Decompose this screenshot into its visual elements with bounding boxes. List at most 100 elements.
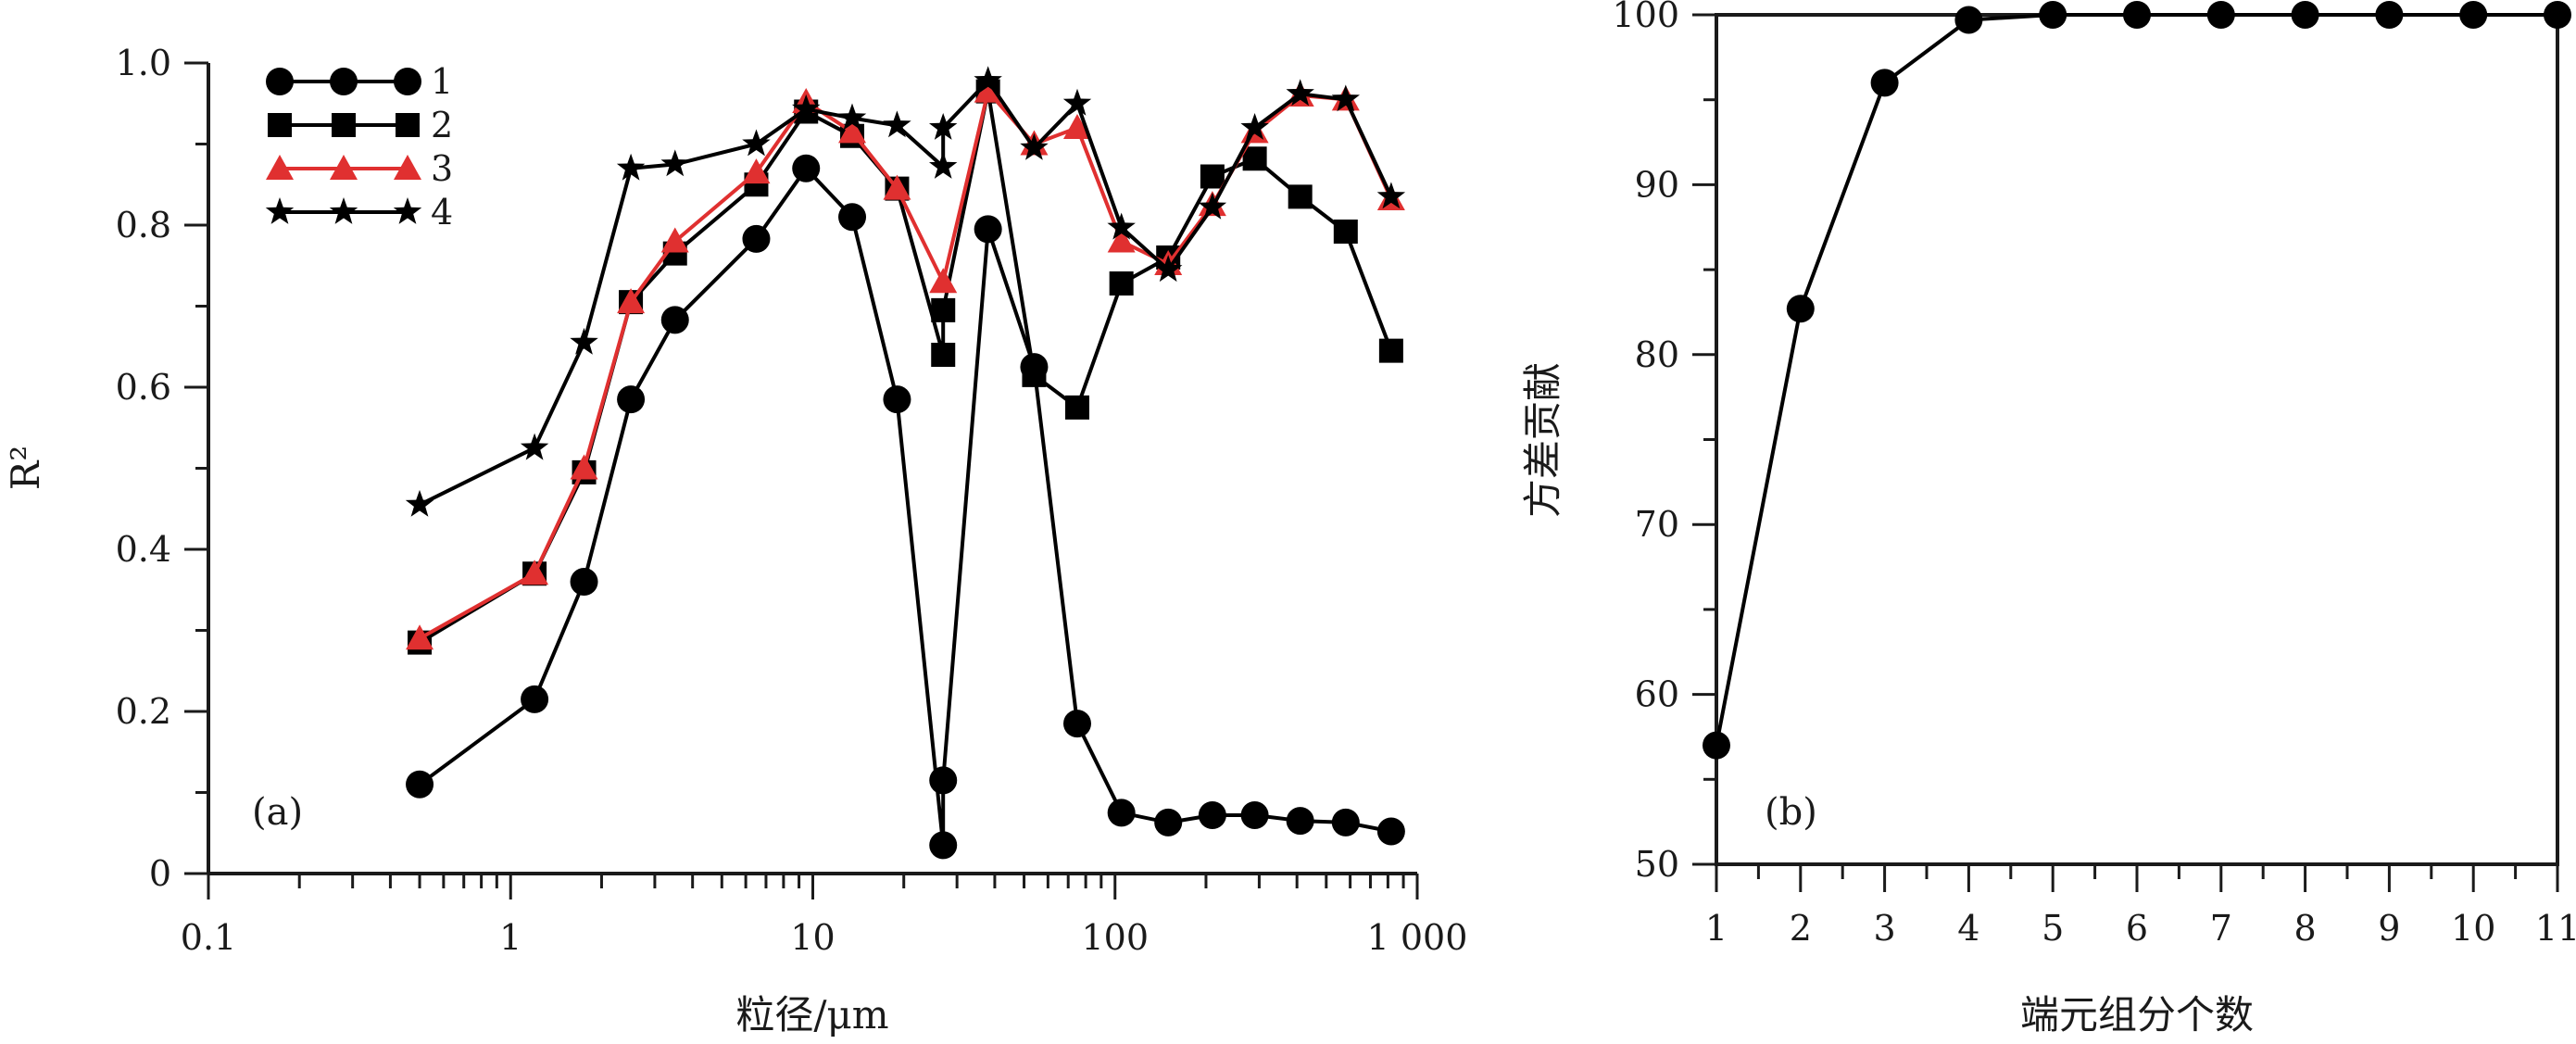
- x-tick-label: 8: [2294, 908, 2317, 949]
- x-tick-label: 11: [2535, 908, 2576, 949]
- series-2-point: [1242, 146, 1267, 171]
- legend-item-2: 2: [268, 105, 453, 145]
- series-4-point: [742, 129, 771, 157]
- series-3-point: [1107, 227, 1136, 253]
- series-4-point: [660, 149, 689, 177]
- series-1-point: [1154, 808, 1183, 836]
- series-1-point: [1286, 807, 1314, 836]
- series-3-point: [570, 454, 598, 480]
- legend-marker: [330, 155, 358, 180]
- series-2-point: [1022, 362, 1047, 387]
- series-1-point: [929, 831, 958, 860]
- series-1-point: [1198, 801, 1226, 829]
- y-tick-label: 0.8: [116, 205, 171, 245]
- series-4-point: [792, 94, 821, 121]
- series-3-point: [742, 158, 771, 184]
- series-4-point: [1331, 84, 1360, 112]
- y-tick-label: 50: [1635, 844, 1679, 885]
- variance-point: [2544, 1, 2571, 29]
- variance-point: [2375, 1, 2404, 29]
- x-tick-label: 9: [2378, 908, 2400, 949]
- x-tick-label: 10: [2451, 908, 2495, 949]
- panel-b-y-axis-title: 方差贡献: [1520, 362, 1565, 518]
- variance-point: [2039, 1, 2067, 29]
- series-4-point: [837, 103, 867, 131]
- series-3-line: [419, 87, 1393, 641]
- series-1-point: [617, 385, 646, 414]
- series-4-point: [974, 66, 1002, 94]
- series-1-point: [1331, 808, 1360, 836]
- series-4-point: [929, 152, 958, 179]
- series-4-point: [405, 489, 434, 517]
- series-2-point: [1109, 271, 1134, 296]
- series-3-point: [660, 227, 689, 253]
- series-2-point: [1064, 395, 1089, 420]
- panel-b-frame: [1715, 13, 2559, 866]
- series-1: [406, 154, 1405, 860]
- series-3-point: [406, 624, 434, 650]
- series-4-point: [1107, 212, 1136, 240]
- series-4-point: [1020, 132, 1049, 160]
- series-1-point: [838, 203, 867, 232]
- legend-marker: [266, 155, 294, 180]
- panel-b-x-axis-title: 端元组分个数: [2020, 992, 2254, 1038]
- panel-a-ticks: 0.1 1 10 100 1 000 0 0.2 0.4 0.6 0.8 1.0: [116, 43, 1468, 958]
- y-tick-label: 0.6: [116, 367, 171, 408]
- variance-point: [1870, 69, 1899, 97]
- series-3-point: [883, 174, 911, 200]
- series-3-point: [617, 288, 646, 314]
- legend-label: 1: [431, 61, 453, 102]
- panel-a-y-axis-title: R²: [3, 446, 48, 490]
- x-tick-label: 1: [1705, 908, 1728, 949]
- series-1-point: [1376, 817, 1405, 846]
- legend-marker: [266, 68, 294, 95]
- panel-a-x-axis-title: 粒径/μm: [735, 992, 888, 1038]
- series-4-point: [883, 110, 911, 138]
- legend-marker: [330, 68, 358, 95]
- legend-marker: [394, 155, 421, 180]
- series-1-point: [1240, 801, 1269, 829]
- variance-point: [2291, 1, 2319, 29]
- y-tick-label: 90: [1635, 164, 1679, 205]
- y-tick-label: 0: [149, 853, 171, 894]
- series-2-line: [418, 91, 1393, 645]
- panel-b-chart: 1 2 3 4 5 6 7 8 9 10 11 50 60 70 80 90 100 (b) 端元组分个数 方差…: [1520, 0, 2576, 1038]
- y-tick-label: 1.0: [116, 43, 171, 83]
- variance-point: [1954, 6, 1983, 34]
- series-1-point: [406, 770, 434, 799]
- series-1-point: [792, 154, 821, 182]
- series-3-point: [929, 268, 958, 294]
- variance-point: [1703, 731, 1730, 760]
- x-tick-label: 1 000: [1367, 917, 1468, 958]
- series-1-point: [660, 306, 689, 334]
- x-tick-label: 10: [790, 917, 835, 958]
- series-2-point: [1333, 220, 1358, 244]
- variance-point: [2123, 1, 2151, 29]
- y-tick-label: 100: [1612, 0, 1679, 35]
- panel-b-label: (b): [1765, 791, 1817, 834]
- legend-item-1: 1: [266, 61, 453, 102]
- variance-point: [2206, 1, 2235, 29]
- series-4-point: [1154, 255, 1183, 283]
- series-4-point: [520, 433, 549, 460]
- x-tick-label: 100: [1081, 917, 1149, 958]
- series-1-point: [1062, 710, 1091, 738]
- legend-marker: [268, 113, 292, 137]
- legend-marker: [332, 113, 356, 137]
- series-4-point: [1198, 192, 1227, 220]
- legend-item-4: 4: [265, 192, 453, 233]
- series-2-point: [931, 297, 956, 322]
- panel-a-label: (a): [252, 791, 303, 834]
- legend-marker: [394, 68, 421, 95]
- x-tick-label: 3: [1874, 908, 1896, 949]
- series-3-point: [1062, 114, 1091, 139]
- x-tick-label: 0.1: [181, 917, 236, 958]
- series-4-point: [929, 113, 958, 140]
- legend-label: 4: [431, 192, 453, 233]
- x-tick-label: 7: [2210, 908, 2232, 949]
- series-4: [405, 66, 1406, 517]
- series-2-point: [1288, 184, 1313, 209]
- series-1-point: [1107, 799, 1136, 827]
